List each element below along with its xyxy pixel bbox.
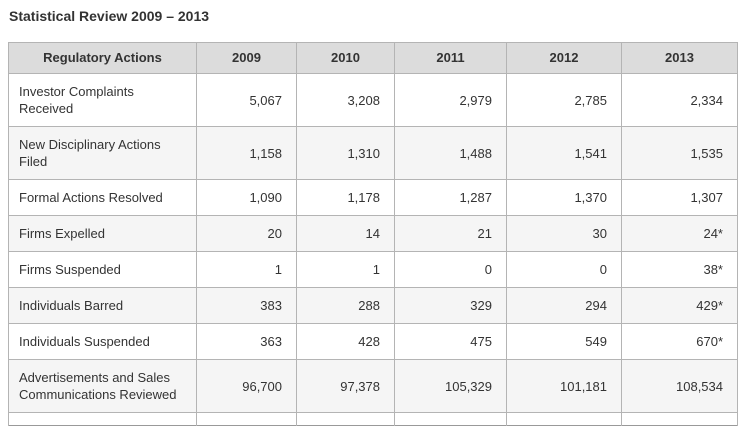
value-cell: 1,488 <box>394 126 507 180</box>
value-cell: 429* <box>621 287 738 324</box>
row-label: Formal Actions Resolved <box>8 179 197 216</box>
value-cell: 288 <box>296 287 395 324</box>
value-cell: 294 <box>506 287 622 324</box>
table-row: Advertisements and Sales Communications … <box>8 359 738 413</box>
header-2013: 2013 <box>621 42 738 74</box>
value-cell: 1,370 <box>506 179 622 216</box>
value-cell: 3,208 <box>296 73 395 127</box>
value-cell: 1,158 <box>196 126 297 180</box>
value-cell: 30 <box>506 215 622 252</box>
value-cell: 1,090 <box>196 179 297 216</box>
row-label: Individuals Suspended <box>8 323 197 360</box>
header-2009: 2009 <box>196 42 297 74</box>
value-cell: 329 <box>394 287 507 324</box>
value-cell: 2,785 <box>506 73 622 127</box>
row-label: Individuals Barred <box>8 287 197 324</box>
value-cell: 383 <box>196 287 297 324</box>
value-cell: 670* <box>621 323 738 360</box>
page-title: Statistical Review 2009 – 2013 <box>9 8 210 24</box>
header-2010: 2010 <box>296 42 395 74</box>
header-regulatory-actions: Regulatory Actions <box>8 42 197 74</box>
row-label: Firms Expelled <box>8 215 197 252</box>
value-cell: 1,541 <box>506 126 622 180</box>
header-2012: 2012 <box>506 42 622 74</box>
table-row: Investor Complaints Received 5,067 3,208… <box>8 73 738 127</box>
row-label: Firms Suspended <box>8 251 197 288</box>
value-cell: 1,535 <box>621 126 738 180</box>
value-cell: 0 <box>394 251 507 288</box>
value-cell: 1 <box>296 251 395 288</box>
statistical-review-table: Regulatory Actions 2009 2010 2011 2012 2… <box>8 42 738 426</box>
table-row: Firms Expelled 20 14 21 30 24* <box>8 215 738 252</box>
value-cell: 38* <box>621 251 738 288</box>
value-cell: 5,067 <box>196 73 297 127</box>
value-cell: 105,329 <box>394 359 507 413</box>
table-row: Individuals Suspended 363 428 475 549 67… <box>8 323 738 360</box>
value-cell: 0 <box>506 251 622 288</box>
value-cell: 24* <box>621 215 738 252</box>
value-cell: 1,307 <box>621 179 738 216</box>
table-header-row: Regulatory Actions 2009 2010 2011 2012 2… <box>8 42 738 74</box>
value-cell: 1,310 <box>296 126 395 180</box>
table-row: New Disciplinary Actions Filed 1,158 1,3… <box>8 126 738 180</box>
value-cell: 108,534 <box>621 359 738 413</box>
value-cell: 549 <box>506 323 622 360</box>
value-cell: 21 <box>394 215 507 252</box>
value-cell: 20 <box>196 215 297 252</box>
value-cell: 2,979 <box>394 73 507 127</box>
header-2011: 2011 <box>394 42 507 74</box>
value-cell: 101,181 <box>506 359 622 413</box>
value-cell: 475 <box>394 323 507 360</box>
value-cell: 14 <box>296 215 395 252</box>
table-row: Formal Actions Resolved 1,090 1,178 1,28… <box>8 179 738 216</box>
value-cell: 428 <box>296 323 395 360</box>
value-cell: 97,378 <box>296 359 395 413</box>
value-cell: 363 <box>196 323 297 360</box>
value-cell: 1,287 <box>394 179 507 216</box>
row-label: New Disciplinary Actions Filed <box>8 126 197 180</box>
value-cell: 2,334 <box>621 73 738 127</box>
table-row: Firms Suspended 1 1 0 0 38* <box>8 251 738 288</box>
table-row-cutoff <box>8 412 738 426</box>
value-cell: 96,700 <box>196 359 297 413</box>
row-label: Advertisements and Sales Communications … <box>8 359 197 413</box>
value-cell: 1,178 <box>296 179 395 216</box>
table-row: Individuals Barred 383 288 329 294 429* <box>8 287 738 324</box>
row-label: Investor Complaints Received <box>8 73 197 127</box>
value-cell: 1 <box>196 251 297 288</box>
